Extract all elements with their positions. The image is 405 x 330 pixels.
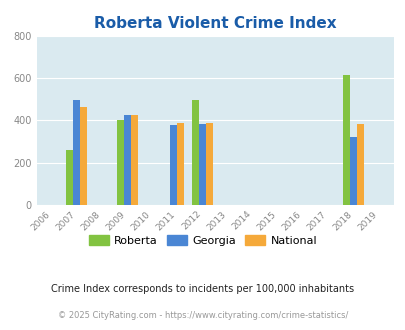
Title: Roberta Violent Crime Index: Roberta Violent Crime Index [94,16,336,31]
Bar [66,150,73,205]
Bar [349,137,356,205]
Bar [130,115,137,205]
Bar [342,75,349,205]
Bar [170,125,177,205]
Bar [192,100,198,205]
Text: Crime Index corresponds to incidents per 100,000 inhabitants: Crime Index corresponds to incidents per… [51,284,354,294]
Bar [206,122,213,205]
Text: © 2025 CityRating.com - https://www.cityrating.com/crime-statistics/: © 2025 CityRating.com - https://www.city… [58,312,347,320]
Bar [73,100,80,205]
Bar [177,123,184,205]
Bar [116,120,123,205]
Bar [123,115,130,205]
Bar [356,124,363,205]
Bar [80,107,87,205]
Legend: Roberta, Georgia, National: Roberta, Georgia, National [84,231,321,250]
Bar [198,124,206,205]
